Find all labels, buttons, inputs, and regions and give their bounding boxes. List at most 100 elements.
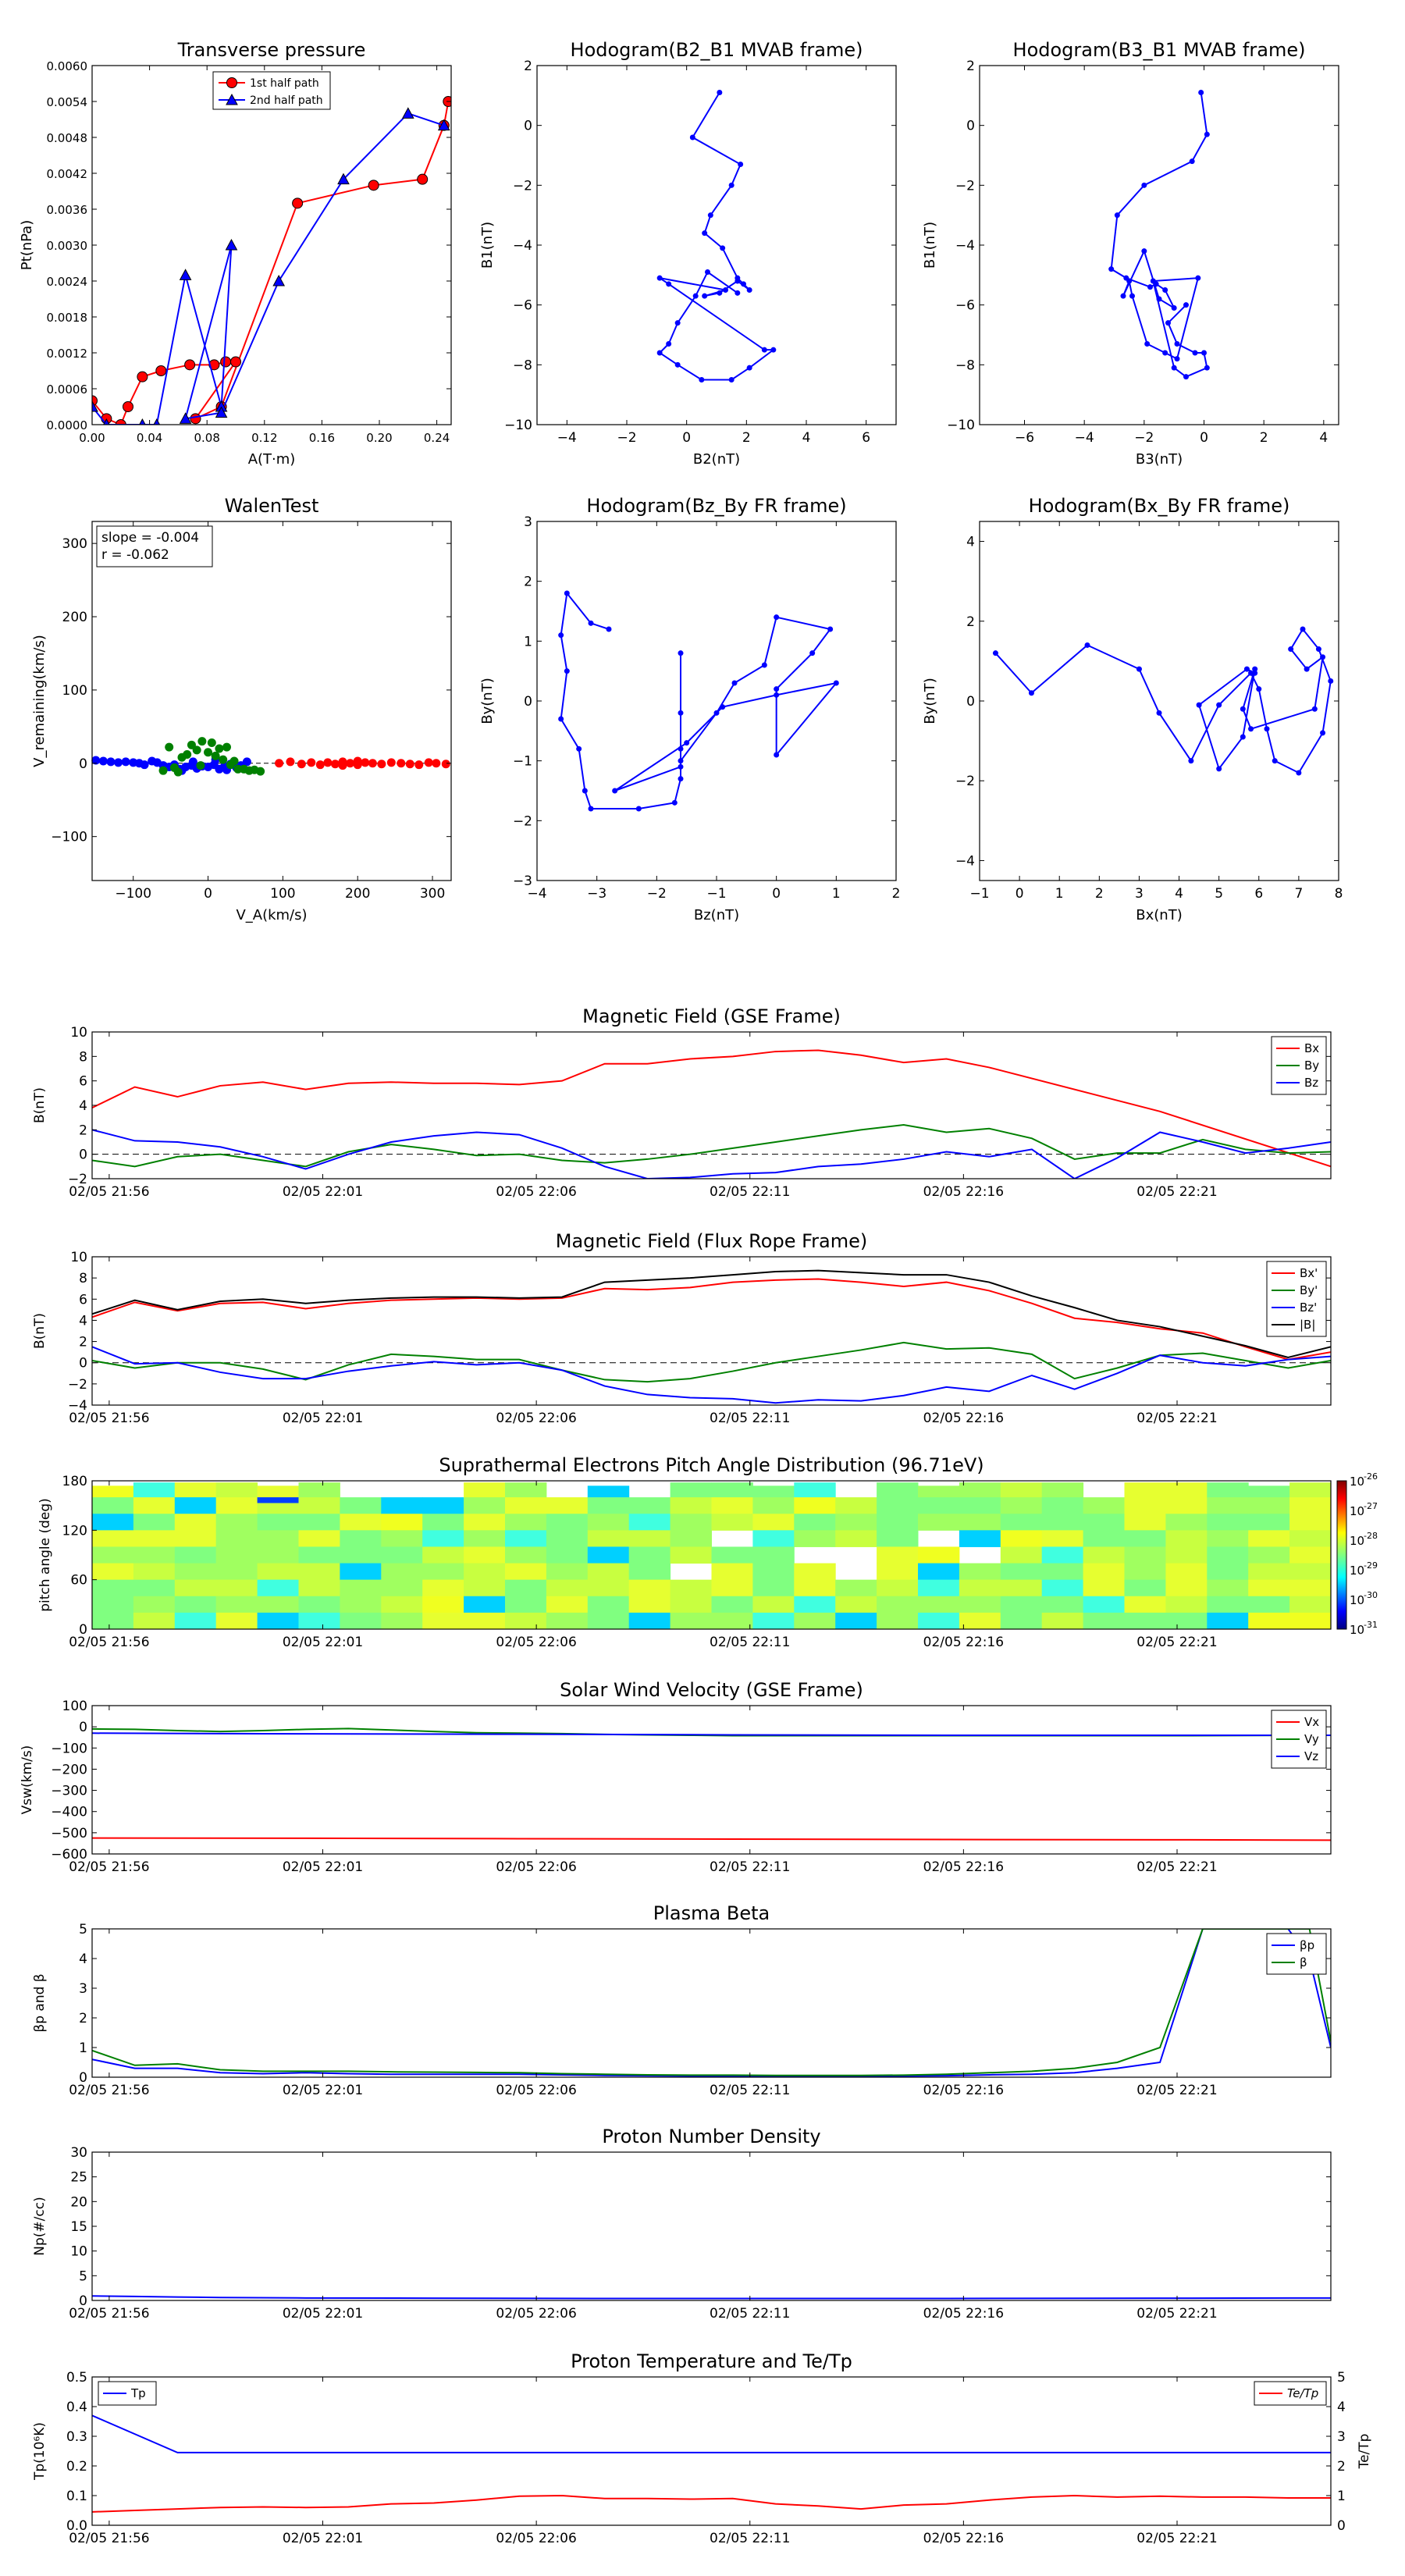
data-point [165, 742, 174, 752]
y-tick-label: −2 [68, 1377, 87, 1393]
plot-area [92, 1727, 1331, 1841]
chart-proton-temp: Proton Temperature and Te/Tp 0.0 0.1 0.2 0.3… [32, 2350, 1372, 2546]
data-point [1183, 374, 1189, 380]
x-tick-label: 1 [1055, 886, 1064, 902]
heatmap-cell [628, 1596, 671, 1614]
y-tick-label: 2 [966, 614, 975, 630]
x-tick-label: 7 [1294, 886, 1303, 902]
legend-label: 1st half path [250, 77, 319, 90]
legend: 1st half path 2nd half path [212, 71, 331, 110]
y-tick-label: 4 [79, 1952, 87, 1967]
plot-area [558, 590, 839, 812]
x-tick-label: 02/05 22:11 [710, 1411, 790, 1426]
heatmap-cell [505, 1563, 547, 1581]
x-tick-label: 02/05 21:56 [69, 2083, 149, 2098]
data-point [720, 704, 726, 710]
data-point [809, 650, 816, 656]
data-point [315, 760, 325, 770]
data-point [717, 90, 723, 95]
heatmap-cell [587, 1530, 630, 1547]
data-point [774, 752, 780, 758]
data-point [155, 365, 167, 376]
series-line-Bx' [92, 1278, 1331, 1361]
heatmap-cell [711, 1514, 753, 1531]
y-tick-label: 25 [70, 2170, 87, 2186]
data-point [158, 766, 168, 775]
heatmap-cell [794, 1497, 836, 1514]
data-point [1252, 670, 1258, 676]
y-tick-label: −2 [955, 178, 975, 194]
data-point [612, 788, 618, 794]
x-tick-label: 02/05 22:01 [283, 2306, 363, 2322]
data-point [414, 760, 424, 770]
heatmap-cell [422, 1546, 464, 1564]
x-tick-label: −2 [617, 430, 636, 446]
y-right-tick-label: 4 [1337, 2400, 1346, 2415]
chart-hodogram-b3-b1: Hodogram(B3_B1 MVAB frame) −6 −4 −2 0 2 4 −10 −8… [922, 39, 1339, 468]
heatmap-cell [794, 1596, 836, 1614]
data-point [197, 737, 207, 746]
heatmap-cell [174, 1579, 217, 1597]
data-point [635, 806, 642, 812]
y-tick-label: −10 [504, 418, 532, 433]
heatmap-cell [1289, 1482, 1332, 1498]
data-point [98, 756, 108, 766]
heatmap-cell [381, 1596, 423, 1614]
data-point [678, 758, 684, 764]
heatmap-cell [1041, 1514, 1084, 1531]
y-tick-label: 0 [79, 1356, 87, 1372]
series-line-Vy [92, 1727, 1331, 1737]
x-tick-label: 3 [1135, 886, 1144, 902]
chart-mag-gse: Magnetic Field (GSE Frame) −2 0 2 4 6 8 10 02/05… [32, 1005, 1332, 1200]
legend-left: Tp [98, 2381, 157, 2406]
colorbar-tick-exp: -27 [1364, 1501, 1378, 1511]
y-axis-label: V_remaining(km/s) [31, 635, 48, 767]
data-point [702, 293, 708, 299]
heatmap-cell [257, 1579, 299, 1597]
heatmap-cell [1165, 1579, 1208, 1597]
legend: Bx' By' Bz' |B| [1266, 1261, 1327, 1337]
x-tick-label: −4 [1075, 430, 1094, 446]
x-tick-label: 02/05 22:16 [923, 1859, 1004, 1875]
heatmap-cell [464, 1596, 506, 1614]
heatmap-cell [711, 1596, 753, 1614]
x-tick-label: 02/05 22:21 [1136, 1859, 1217, 1875]
data-point [1216, 766, 1222, 772]
heatmap-cell [422, 1563, 464, 1581]
y-tick-label: 0.0024 [47, 275, 88, 289]
heatmap-cell [257, 1563, 299, 1581]
data-point [323, 758, 333, 767]
data-point [1188, 758, 1194, 764]
chart-hodogram-bx-by: Hodogram(Bx_By FR frame) −1 0 1 2 3 4 5 6 7 8 −4 −2 0… [922, 495, 1343, 923]
heatmap-cell [1083, 1497, 1125, 1514]
data-point [424, 758, 433, 767]
heatmap-cell [505, 1482, 547, 1498]
plot-frame [536, 65, 897, 425]
heatmap-cell [587, 1546, 630, 1564]
y-tick-label: −500 [51, 1826, 87, 1841]
y-tick-label: −8 [513, 358, 532, 373]
heatmap-cell [174, 1514, 217, 1531]
y-tick-label: −8 [955, 358, 975, 373]
legend-right: Te/Tp [1254, 2381, 1327, 2406]
y-tick-label: 1 [524, 634, 532, 649]
data-point [229, 756, 239, 766]
x-tick-label: 02/05 22:16 [923, 2531, 1004, 2546]
data-point [1204, 131, 1210, 137]
data-point [705, 269, 710, 275]
x-tick-label: 0 [772, 886, 781, 902]
data-point [256, 767, 265, 776]
heatmap-cell [711, 1612, 753, 1630]
data-point [91, 756, 101, 765]
heatmap-cell [464, 1497, 506, 1514]
heatmap-cell [1207, 1530, 1249, 1547]
x-tick-label: 200 [345, 886, 370, 902]
y-tick-label: −1 [513, 754, 532, 770]
y-tick-label: −4 [955, 238, 975, 254]
heatmap-cell [959, 1596, 1001, 1614]
data-point [678, 710, 684, 716]
heatmap-cell [835, 1596, 877, 1614]
y-tick-label: 0.3 [66, 2429, 87, 2445]
data-point [678, 745, 684, 752]
heatmap-cell [752, 1497, 795, 1514]
